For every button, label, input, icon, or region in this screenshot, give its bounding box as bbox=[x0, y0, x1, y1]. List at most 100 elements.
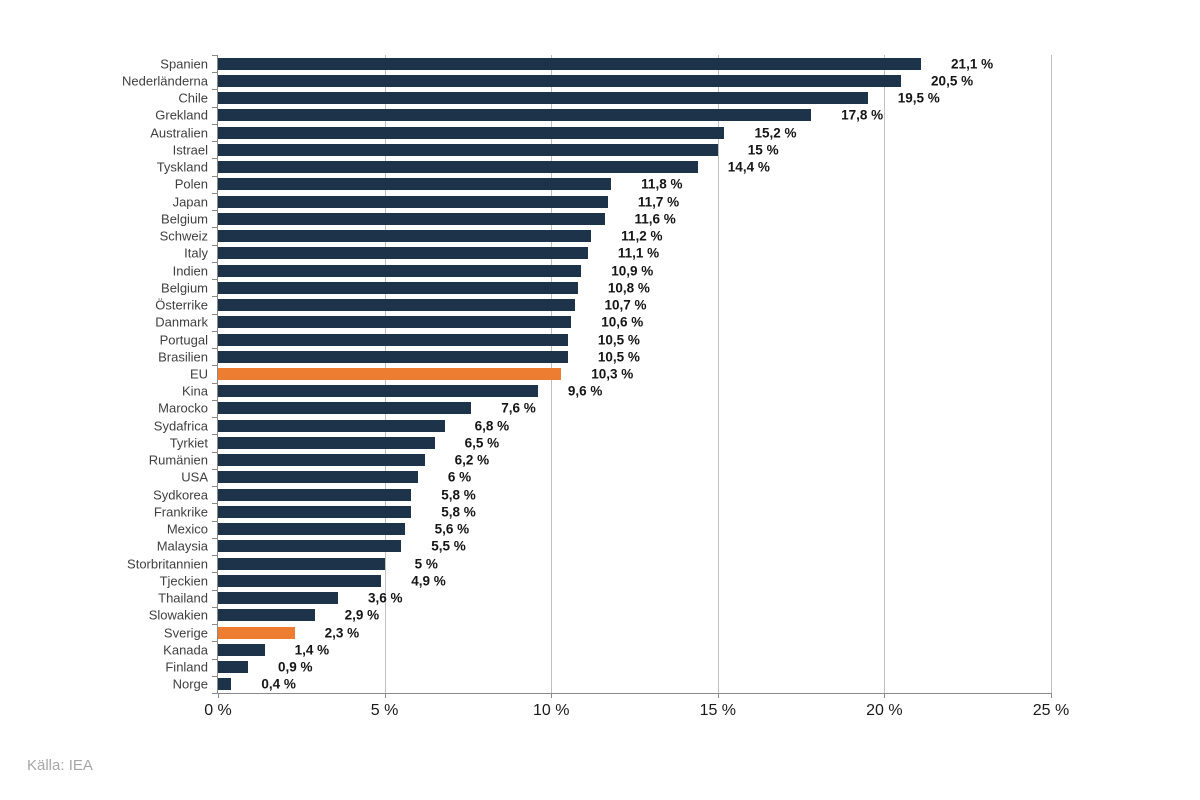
category-label: Japan bbox=[172, 194, 208, 210]
value-label: 5,5 % bbox=[431, 538, 466, 554]
source-caption: Källa: IEA bbox=[27, 757, 93, 774]
y-axis-tick bbox=[212, 503, 218, 505]
category-label: Polen bbox=[174, 176, 208, 192]
y-axis-tick bbox=[212, 106, 218, 108]
value-label: 2,3 % bbox=[324, 625, 360, 641]
y-axis-tick bbox=[212, 210, 218, 212]
chart-row: Österrike 10,7 % bbox=[155, 296, 1051, 313]
category-label: Tyrkiet bbox=[169, 435, 208, 451]
chart-row: Chile 19,5 % bbox=[178, 89, 1051, 106]
value-label: 15,2 % bbox=[754, 125, 797, 141]
chart-row: Malaysia 5,5 % bbox=[157, 537, 1051, 555]
chart-row: Portugal 10,5 % bbox=[160, 330, 1051, 348]
category-label: Australien bbox=[150, 125, 208, 141]
value-label: 0,9 % bbox=[277, 659, 313, 675]
x-axis-tick bbox=[884, 693, 886, 698]
value-label: 10,9 % bbox=[611, 263, 654, 279]
chart-row: Schweiz 11,2 % bbox=[160, 227, 1051, 244]
chart-row: EU 10,3 % bbox=[190, 365, 1051, 382]
value-label: 7,6 % bbox=[501, 400, 536, 416]
category-label: Belgium bbox=[161, 280, 208, 296]
bar bbox=[218, 178, 612, 191]
y-axis-tick bbox=[212, 330, 218, 332]
bar bbox=[218, 419, 445, 432]
value-label: 6,8 % bbox=[474, 418, 510, 434]
y-axis-tick bbox=[212, 158, 218, 160]
category-label: Finland bbox=[165, 659, 208, 675]
chart-row: Italy 11,1 % bbox=[184, 244, 1051, 262]
value-label: 4,9 % bbox=[411, 573, 446, 589]
y-axis-tick bbox=[212, 244, 218, 246]
value-label: 2,9 % bbox=[344, 607, 380, 623]
value-label: 0,4 % bbox=[261, 676, 296, 692]
y-axis-tick bbox=[212, 624, 218, 626]
gridline bbox=[1051, 55, 1052, 693]
plot-area: 0 % 5 % 10 % 15 % 20 % 25 % Spanien 21,1 % Neder… bbox=[122, 55, 1069, 719]
category-label: Thailand bbox=[158, 590, 208, 606]
chart-row: Grekland 17,8 % bbox=[155, 106, 1051, 124]
value-label: 6,2 % bbox=[454, 452, 490, 468]
bar bbox=[218, 678, 232, 691]
y-axis-tick bbox=[212, 520, 218, 522]
x-axis-tick bbox=[717, 693, 719, 698]
x-axis-tick-label: 10 % bbox=[532, 702, 570, 719]
y-axis-tick bbox=[212, 555, 218, 557]
category-label: Istrael bbox=[172, 142, 208, 158]
bar bbox=[218, 523, 405, 536]
category-label: Brasilien bbox=[158, 349, 208, 365]
category-label: Indien bbox=[172, 263, 208, 279]
value-label: 5,8 % bbox=[441, 504, 476, 520]
x-axis-tick bbox=[1051, 693, 1052, 698]
y-axis-tick bbox=[212, 606, 218, 608]
value-label: 6 % bbox=[447, 469, 472, 485]
gridline bbox=[717, 55, 719, 693]
bar bbox=[218, 436, 435, 449]
y-axis-tick bbox=[212, 261, 218, 263]
chart-row: USA 6 % bbox=[181, 468, 1051, 486]
chart-row: Danmark 10,6 % bbox=[155, 313, 1051, 331]
y-axis-tick bbox=[212, 451, 218, 453]
bar bbox=[218, 109, 812, 122]
bar bbox=[218, 299, 575, 311]
chart-row: Tyskland 14,4 % bbox=[157, 158, 1051, 175]
chart-row: Belgium 10,8 % bbox=[161, 279, 1051, 296]
chart-row: Mexico 5,6 % bbox=[167, 520, 1051, 538]
gridline bbox=[884, 55, 886, 693]
x-axis-tick-label: 20 % bbox=[866, 702, 903, 719]
x-axis-tick-label: 25 % bbox=[1032, 702, 1070, 719]
bar bbox=[218, 471, 418, 484]
value-label: 10,8 % bbox=[607, 280, 650, 296]
value-label: 10,7 % bbox=[604, 297, 647, 313]
y-axis-tick bbox=[212, 365, 218, 367]
bar bbox=[218, 247, 588, 260]
bar bbox=[218, 161, 698, 174]
value-label: 9,6 % bbox=[567, 383, 603, 399]
y-axis-tick bbox=[212, 141, 218, 143]
category-label: Tyskland bbox=[156, 159, 208, 175]
bar-highlighted bbox=[218, 367, 562, 380]
chart-row: Rumänien 6,2 % bbox=[149, 451, 1051, 469]
y-axis-tick bbox=[212, 296, 218, 298]
bar bbox=[218, 57, 922, 70]
bar bbox=[218, 350, 568, 363]
y-axis-tick bbox=[212, 641, 218, 643]
bar bbox=[218, 540, 402, 553]
bar bbox=[218, 212, 605, 225]
value-label: 1,4 % bbox=[294, 642, 330, 658]
y-axis-tick bbox=[212, 89, 218, 91]
y-axis-tick bbox=[212, 658, 218, 660]
chart-row: Sydafrica 6,8 % bbox=[154, 417, 1051, 434]
y-axis-tick bbox=[212, 589, 218, 591]
category-label: Tjeckien bbox=[159, 573, 208, 589]
y-axis-tick bbox=[212, 468, 218, 470]
chart-row: Thailand 3,6 % bbox=[158, 589, 1051, 607]
bar bbox=[218, 264, 582, 277]
chart-row: Brasilien 10,5 % bbox=[158, 348, 1051, 365]
category-label: Portugal bbox=[159, 332, 208, 347]
chart-row: Frankrike 5,8 % bbox=[154, 503, 1051, 520]
value-label: 5 % bbox=[414, 556, 438, 572]
x-axis-tick bbox=[218, 693, 219, 698]
value-label: 15 % bbox=[747, 142, 779, 158]
category-label: Spanien bbox=[160, 56, 208, 72]
